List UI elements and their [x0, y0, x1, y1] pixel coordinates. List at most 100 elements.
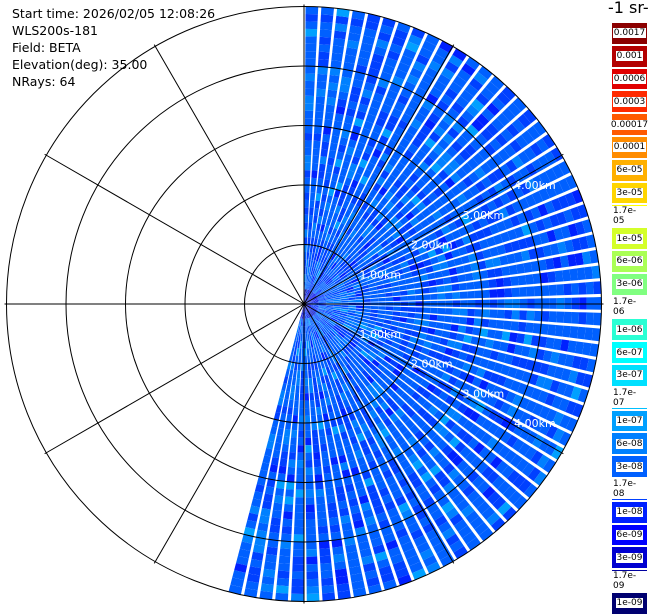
ray-gate-cell [348, 297, 356, 300]
colorbar-level-label: 1.7e-05 [612, 206, 647, 226]
ray-gate-cell [311, 230, 315, 238]
ray-gate-cell [284, 504, 293, 512]
ray-gate-cell [549, 298, 556, 309]
ray-gate-cell [274, 495, 283, 503]
ray-gate-cell [378, 293, 386, 297]
ray-gate-cell [297, 453, 304, 461]
range-ring-label: 1.00km [360, 268, 402, 281]
ray-gate-cell [306, 505, 315, 513]
colorbar-level: 3e-08 [611, 455, 648, 478]
ray-gate-cell [593, 313, 601, 326]
ray-gate-cell [328, 82, 338, 91]
ray-gate-cell [305, 140, 312, 148]
range-ring-label: 4.00km [514, 179, 556, 192]
ray-gate-cell [313, 377, 317, 385]
ray-gate-cell [414, 319, 422, 325]
colorbar-level: 1e-06 [611, 318, 648, 341]
range-ring-label: 1.00km [360, 328, 402, 341]
ray-gate-cell [336, 106, 346, 115]
ray-gate-cell [305, 386, 309, 394]
ray-gate-cell [349, 305, 357, 307]
ray-gate-cell [541, 285, 549, 296]
ray-gate-cell [577, 327, 586, 340]
ray-gate-cell [524, 334, 533, 345]
range-ring-label: 4.00km [514, 417, 556, 430]
ray-gate-cell [332, 197, 339, 205]
ray-gate-cell [325, 112, 334, 120]
ray-gate-cell [317, 81, 327, 89]
ray-gate-cell [385, 292, 393, 296]
ray-gate-cell [286, 384, 291, 392]
ray-gate-cell [301, 371, 304, 379]
colorbar-level: 6e-05 [611, 159, 648, 182]
ray-gate-cell [305, 401, 310, 409]
ray-gate-cell [571, 312, 579, 324]
ray-gate-cell [494, 267, 503, 277]
ray-gate-cell [562, 326, 571, 338]
ray-gate-cell [300, 386, 304, 394]
ray-gate-cell [279, 556, 290, 564]
ray-gate-cell [458, 274, 466, 282]
ray-gate-cell [311, 237, 315, 245]
ray-gate-cell [305, 363, 308, 371]
ray-gate-cell [348, 300, 356, 302]
ray-gate-cell [304, 215, 308, 223]
ray-gate-cell [434, 329, 443, 336]
ray-gate-cell [295, 385, 299, 393]
ray-gate-cell [291, 586, 303, 594]
ray-gate-cell [314, 126, 322, 134]
ray-gate-cell [314, 459, 321, 467]
ray-gate-cell [335, 159, 343, 168]
ray-gate-cell [325, 488, 334, 496]
ray-gate-cell [348, 308, 356, 311]
ray-gate-cell [465, 326, 473, 334]
ray-gate-cell [407, 313, 415, 318]
colorbar-level-label: 6e-08 [616, 439, 644, 449]
ray-gate-cell [320, 14, 333, 22]
ray-gate-cell [293, 549, 304, 557]
ray-gate-cell [284, 429, 290, 437]
ray-gate-cell [295, 497, 304, 505]
ray-gate-cell [402, 334, 411, 341]
colorbar-level: 1e-05 [611, 227, 648, 250]
ray-gate-cell [378, 306, 386, 310]
ray-gate-cell [332, 546, 344, 555]
ray-gate-cell [325, 172, 332, 180]
ray-gate-cell [376, 318, 384, 323]
colorbar-level: 6e-06 [611, 250, 648, 273]
colorbar-level-label: 1e-06 [616, 325, 644, 335]
colorbar-level-label: 0.001 [616, 51, 644, 61]
ray-gate-cell [474, 318, 482, 326]
colorbar-level-label: 1.7e-06 [612, 297, 647, 317]
ray-gate-cell [399, 317, 407, 322]
ray-gate-cell [328, 150, 336, 159]
ray-gate-cell [321, 194, 327, 202]
ray-gate-cell [594, 297, 601, 310]
ray-gate-cell [292, 564, 303, 572]
ray-gate-cell [305, 415, 310, 423]
ray-gate-cell [429, 314, 437, 320]
ray-gate-cell [404, 329, 412, 335]
ray-gate-cell [475, 309, 483, 317]
azimuth-spoke [45, 154, 304, 304]
ray-gate-cell [331, 173, 338, 182]
ray-gate-cell [422, 314, 430, 320]
ray-gate-cell [516, 333, 525, 343]
ray-gate-cell [307, 348, 310, 356]
colorbar-level: 0.0006 [611, 68, 648, 91]
ray-gate-cell [400, 312, 408, 317]
colorbar-level-label: 1e-08 [616, 507, 644, 517]
ray-gate-cell [305, 118, 313, 126]
ray-gate-cell [293, 370, 297, 378]
azimuth-spoke [154, 45, 304, 304]
ray-gate-cell [306, 490, 314, 498]
ray-gate-cell [305, 88, 314, 96]
ray-gate-cell [278, 398, 284, 406]
ray-gate-cell [327, 502, 337, 511]
colorbar-level: 3e-07 [611, 364, 648, 387]
ray-gate-cell [460, 309, 468, 316]
ray-gate-cell [283, 511, 293, 519]
ray-gate-cell [294, 534, 304, 542]
ray-gate-cell [305, 14, 317, 22]
ray-gate-cell [437, 293, 445, 299]
